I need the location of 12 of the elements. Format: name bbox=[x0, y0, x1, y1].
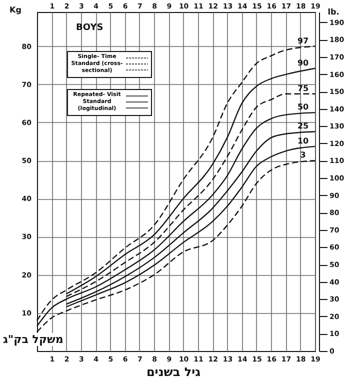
x-axis-title: גיל בשנים bbox=[145, 365, 202, 379]
series-label: 25 bbox=[297, 122, 309, 131]
series-label: 3 bbox=[300, 150, 306, 160]
annotation: משקל בק"ג bbox=[3, 333, 66, 346]
series-label: 10 bbox=[297, 136, 309, 146]
y-axis-title: Kg bbox=[10, 6, 22, 14]
series-label: 90 bbox=[297, 58, 309, 68]
y2-axis-title: lb. bbox=[328, 8, 340, 16]
text: BOYS bbox=[76, 23, 104, 33]
series-label: 75 bbox=[297, 84, 309, 93]
series-label: 97 bbox=[297, 36, 309, 46]
series-label: 50 bbox=[297, 102, 309, 112]
